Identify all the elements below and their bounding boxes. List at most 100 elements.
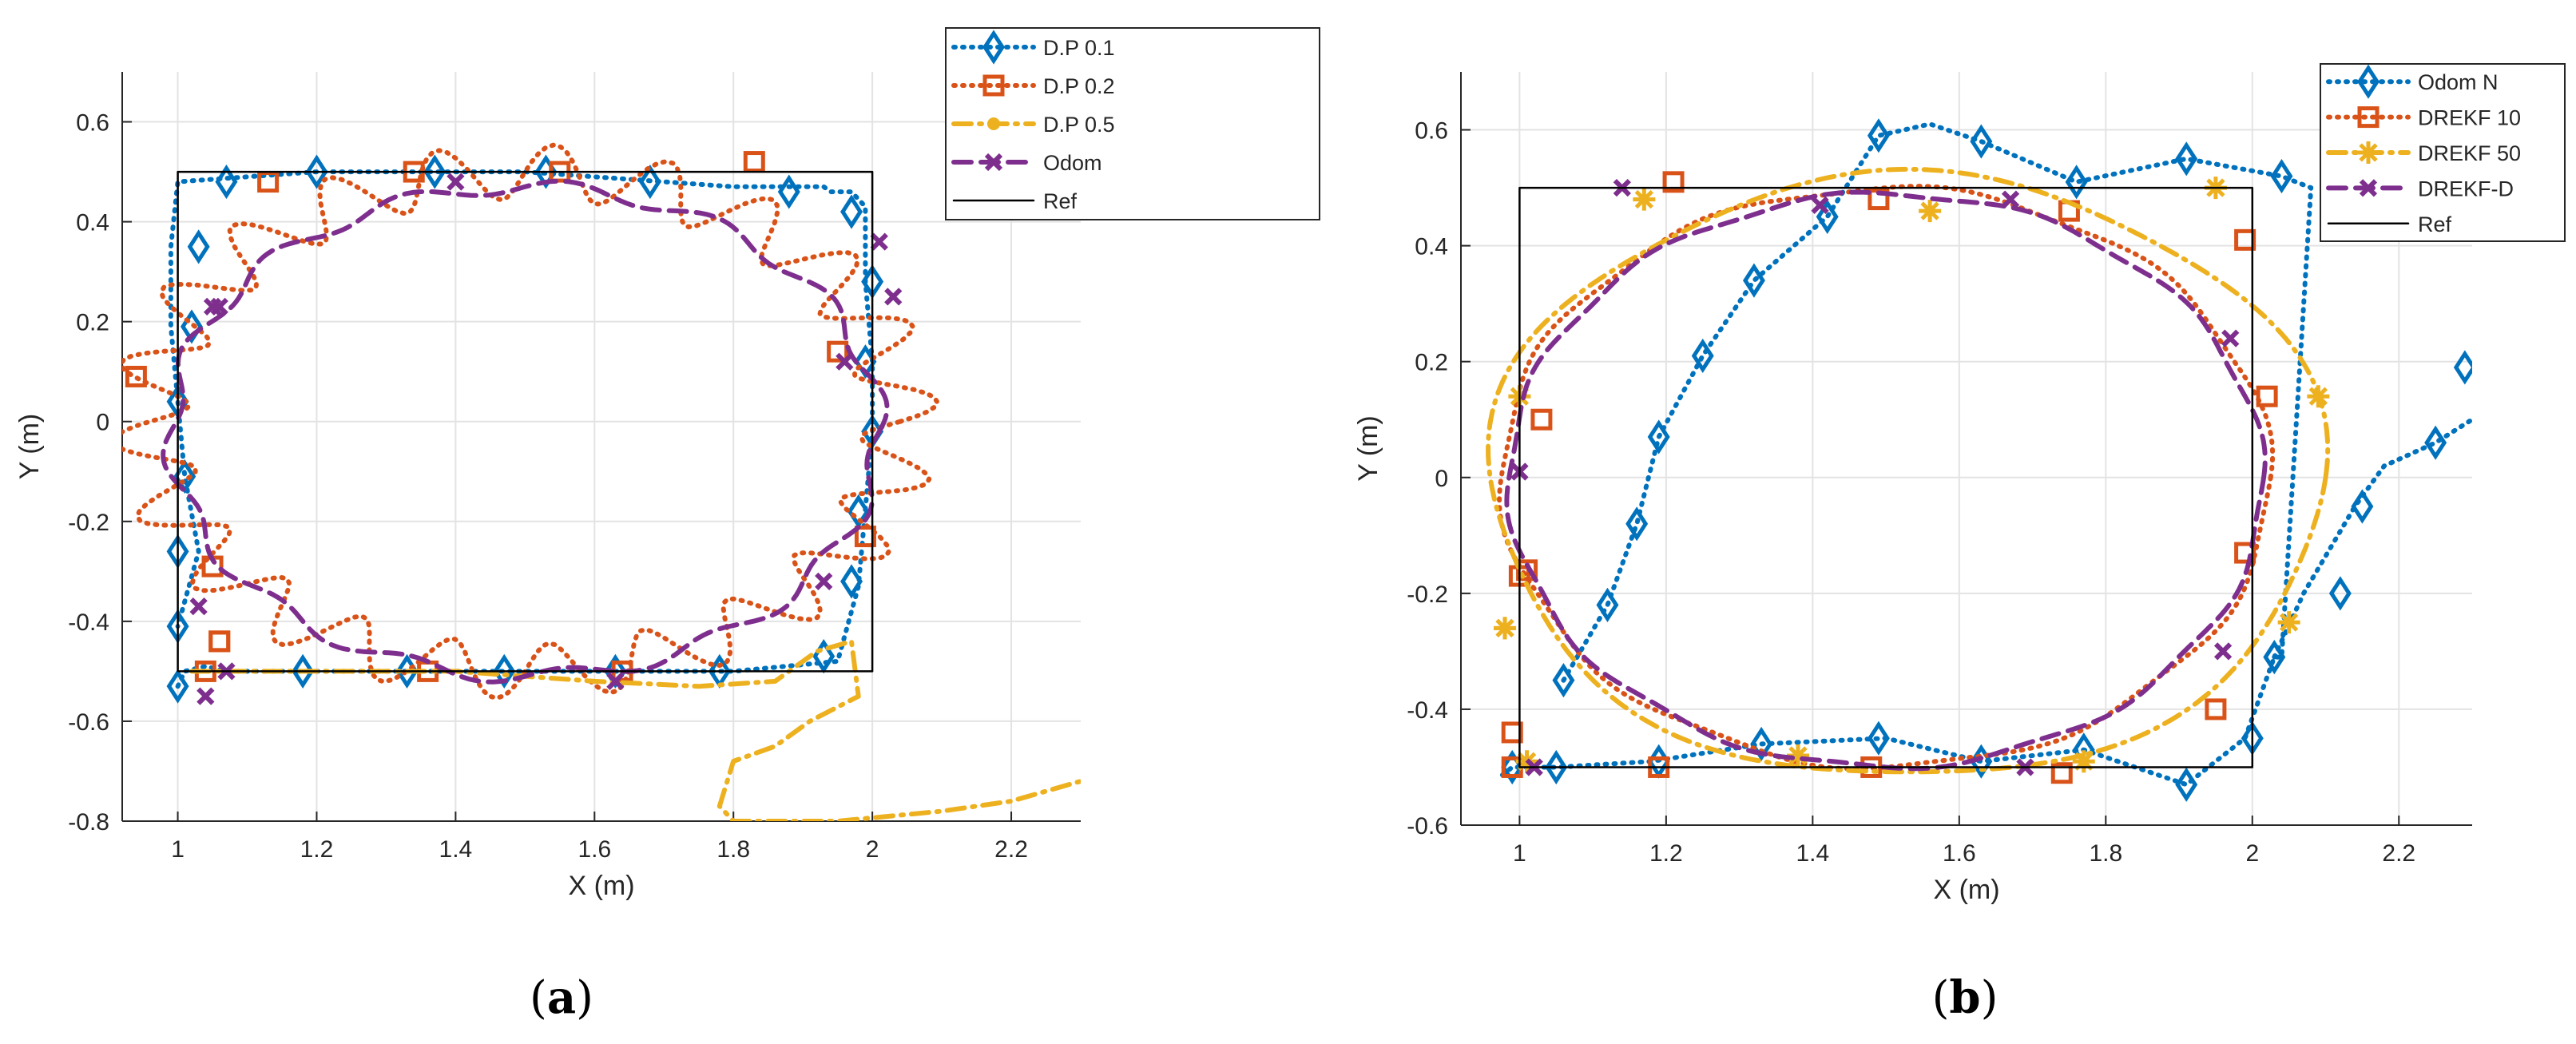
series-line [1518, 186, 2254, 768]
legend-marker [2357, 141, 2380, 164]
legend-label: DREKF 10 [2418, 106, 2521, 130]
x-tick-label: 2.2 [2382, 840, 2415, 867]
data-point [2234, 542, 2256, 564]
data-point [447, 173, 465, 191]
series-line [122, 142, 940, 701]
y-tick-label: 0.4 [76, 210, 109, 236]
data-point [2175, 767, 2198, 802]
data-point [257, 171, 280, 193]
y-tick-label: 0.2 [1415, 350, 1448, 376]
x-axis-label: X (m) [1933, 875, 1999, 905]
panel-caption: (a) [530, 971, 593, 1024]
series-odom [161, 173, 903, 705]
data-point [2221, 329, 2240, 347]
y-tick-label: 0 [1435, 466, 1448, 492]
y-tick-label: 0.6 [76, 110, 109, 137]
legend-label: D.P 0.2 [1043, 74, 1115, 98]
series-odom-n [1494, 118, 2472, 802]
x-tick-label: 1.8 [2089, 840, 2122, 867]
legend-label: Ref [1043, 189, 1078, 213]
plot-area [122, 72, 1081, 821]
data-point [2453, 350, 2472, 385]
data-point [215, 164, 238, 200]
x-tick-label: 2 [2245, 840, 2259, 867]
data-point [840, 564, 863, 599]
caption-letter: a [547, 971, 576, 1024]
legend-marker [982, 30, 1005, 65]
x-tick-label: 2.2 [994, 836, 1028, 863]
y-tick-label: -0.6 [1407, 813, 1448, 840]
data-point [884, 288, 903, 306]
series-d-p-0-5 [189, 638, 1081, 821]
legend-label: D.P 0.1 [1043, 36, 1115, 60]
legend-label: DREKF 50 [2418, 141, 2521, 165]
y-tick-label: 0.4 [1415, 234, 1448, 260]
legend-label: D.P 0.5 [1043, 113, 1115, 137]
data-point [1919, 200, 1942, 223]
x-tick-label: 1.2 [300, 836, 334, 863]
data-point [2328, 576, 2352, 611]
legend-marker [984, 153, 1003, 172]
data-point [1691, 338, 1714, 374]
series-ref [1518, 186, 2254, 768]
data-point [1545, 749, 1568, 785]
data-point [2307, 385, 2330, 408]
caption-letter: b [1949, 971, 1980, 1024]
x-tick-label: 1 [171, 836, 185, 863]
data-point [1494, 617, 1517, 640]
data-point [2263, 640, 2286, 675]
data-point [2050, 762, 2073, 784]
data-point [305, 154, 328, 189]
x-tick-label: 1.8 [716, 836, 750, 863]
series-line [189, 638, 1081, 821]
data-point [815, 572, 833, 590]
data-point [1816, 199, 1839, 234]
plot-series [122, 142, 1081, 821]
legend: Odom N DREKF 10 DREKF 50 DREKF-D Ref [2320, 63, 2566, 242]
panel-caption: (b) [1932, 971, 1998, 1024]
data-point [827, 340, 849, 363]
data-point [1867, 118, 1890, 153]
data-point [1647, 419, 1670, 455]
caption-paren: ( [1932, 972, 1950, 1024]
data-point [203, 297, 222, 316]
x-tick-label: 1.4 [439, 836, 473, 863]
data-point [2277, 611, 2300, 634]
data-point [638, 164, 661, 200]
x-tick-label: 2 [866, 836, 879, 863]
panel-a: 1 1.2 1.4 1.6 1.8 2 2.2 -0.8 -0.6 -0.4 -0.2 0 0.2 0.4… [14, 27, 1320, 1024]
series-ref [177, 170, 874, 673]
y-tick-label: -0.8 [68, 809, 109, 836]
data-point [2072, 750, 2095, 773]
series-line [1494, 121, 2314, 788]
x-tick-label: 1.4 [1796, 840, 1829, 867]
data-point [840, 194, 863, 229]
y-axis-label: Y (m) [1353, 415, 1383, 481]
data-point [1501, 721, 1523, 744]
data-point [2213, 642, 2233, 661]
data-point [606, 672, 625, 691]
x-axis-label: X (m) [568, 871, 634, 901]
series-line [1486, 166, 2331, 775]
data-point [2270, 158, 2293, 194]
legend-marker [2357, 106, 2380, 129]
data-point [208, 630, 231, 653]
caption-paren: ) [1981, 972, 1998, 1024]
data-point [2205, 698, 2227, 720]
data-point [1633, 188, 1656, 211]
series-line [161, 178, 890, 685]
y-tick-label: -0.2 [68, 510, 109, 536]
series-line [1497, 184, 2276, 772]
y-tick-label: -0.2 [1407, 582, 1448, 608]
data-point [2256, 385, 2278, 407]
legend-label: Ref [2418, 212, 2452, 236]
caption-paren: ( [530, 972, 547, 1024]
data-point [189, 597, 208, 616]
data-point [292, 653, 315, 689]
data-point [1662, 171, 1685, 193]
data-point [836, 352, 854, 371]
data-point [777, 174, 800, 209]
legend-label: DREKF-D [2418, 177, 2514, 200]
data-point [1552, 663, 1575, 698]
plot-series [1486, 118, 2472, 802]
